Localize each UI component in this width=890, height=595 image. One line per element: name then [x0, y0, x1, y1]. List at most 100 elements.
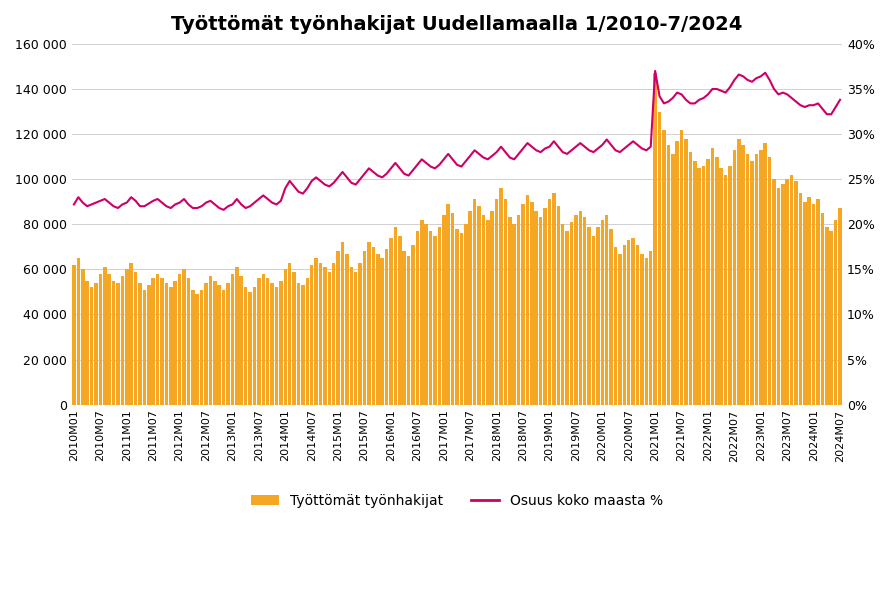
Bar [226, 283, 230, 405]
Bar [117, 283, 120, 405]
Bar [627, 240, 630, 405]
Bar [596, 227, 600, 405]
Bar [477, 206, 481, 405]
Bar [768, 156, 772, 405]
Bar [376, 253, 379, 405]
Bar [456, 228, 458, 405]
Bar [662, 130, 666, 405]
Bar [530, 202, 534, 405]
Bar [160, 278, 164, 405]
Bar [786, 179, 789, 405]
Bar [689, 152, 692, 405]
Bar [393, 227, 397, 405]
Bar [196, 294, 199, 405]
Bar [755, 154, 758, 405]
Bar [420, 220, 424, 405]
Bar [513, 224, 516, 405]
Bar [244, 287, 247, 405]
Bar [578, 211, 582, 405]
Bar [142, 290, 146, 405]
Bar [706, 159, 709, 405]
Bar [750, 161, 754, 405]
Bar [305, 278, 309, 405]
Bar [319, 262, 322, 405]
Bar [556, 206, 560, 405]
Bar [473, 199, 476, 405]
Bar [759, 150, 763, 405]
Bar [526, 195, 530, 405]
Bar [838, 208, 842, 405]
Bar [693, 161, 697, 405]
Bar [398, 236, 401, 405]
Bar [816, 199, 820, 405]
Bar [807, 197, 811, 405]
Bar [222, 290, 225, 405]
Bar [354, 271, 358, 405]
Bar [547, 199, 551, 405]
Bar [719, 168, 723, 405]
Bar [442, 215, 446, 405]
Bar [151, 278, 155, 405]
Bar [583, 218, 587, 405]
Bar [433, 236, 437, 405]
Bar [631, 238, 635, 405]
Bar [565, 231, 569, 405]
Bar [834, 220, 837, 405]
Bar [248, 292, 252, 405]
Bar [359, 262, 362, 405]
Bar [200, 290, 204, 405]
Bar [345, 253, 349, 405]
Bar [614, 247, 618, 405]
Bar [156, 274, 159, 405]
Bar [262, 274, 265, 405]
Bar [447, 204, 450, 405]
Bar [794, 181, 797, 405]
Bar [235, 267, 239, 405]
Bar [296, 283, 300, 405]
Bar [644, 258, 648, 405]
Bar [147, 285, 150, 405]
Bar [684, 139, 688, 405]
Bar [279, 281, 283, 405]
Bar [121, 276, 124, 405]
Bar [253, 287, 256, 405]
Bar [169, 287, 173, 405]
Bar [702, 165, 706, 405]
Title: Työttömät työnhakijat Uudellamaalla 1/2010-7/2024: Työttömät työnhakijat Uudellamaalla 1/20… [171, 15, 742, 34]
Bar [543, 208, 546, 405]
Bar [486, 220, 490, 405]
Bar [698, 168, 701, 405]
Bar [649, 251, 652, 405]
Bar [561, 224, 564, 405]
Bar [323, 267, 327, 405]
Bar [90, 287, 93, 405]
Bar [803, 202, 806, 405]
Bar [129, 262, 133, 405]
Bar [275, 287, 279, 405]
Bar [271, 283, 274, 405]
Bar [539, 218, 542, 405]
Bar [653, 73, 657, 405]
Bar [459, 233, 463, 405]
Bar [619, 253, 622, 405]
Bar [574, 215, 578, 405]
Bar [284, 270, 287, 405]
Bar [217, 285, 221, 405]
Bar [301, 285, 304, 405]
Bar [490, 211, 494, 405]
Bar [314, 258, 318, 405]
Bar [468, 211, 472, 405]
Bar [535, 211, 538, 405]
Bar [789, 175, 793, 405]
Bar [481, 215, 485, 405]
Bar [710, 148, 714, 405]
Bar [605, 215, 609, 405]
Bar [191, 290, 195, 405]
Bar [522, 204, 525, 405]
Bar [103, 267, 107, 405]
Bar [208, 276, 212, 405]
Bar [570, 222, 573, 405]
Bar [724, 175, 727, 405]
Bar [552, 193, 555, 405]
Bar [592, 236, 595, 405]
